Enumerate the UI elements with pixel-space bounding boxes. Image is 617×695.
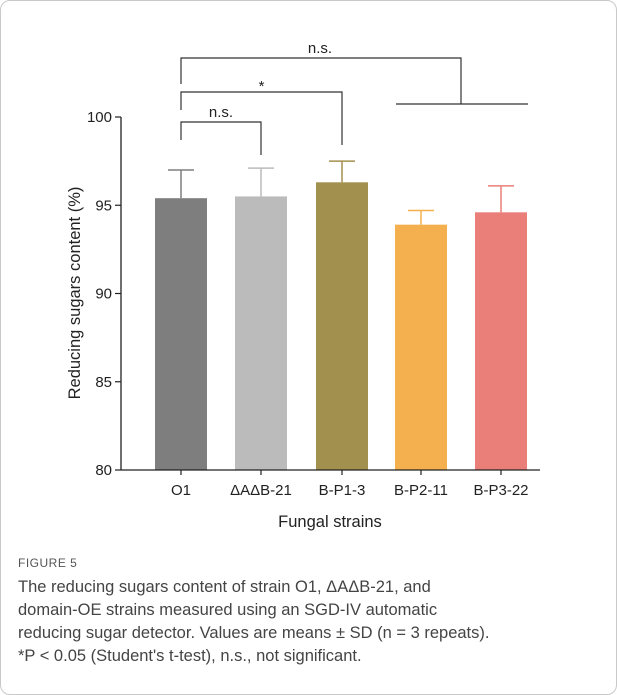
figure-caption: The reducing sugars content of strain O1… bbox=[18, 576, 598, 668]
y-tick-label: 95 bbox=[95, 197, 112, 214]
caption-line-4: *P < 0.05 (Student's t-test), n.s., not … bbox=[18, 647, 362, 665]
caption-line-2: domain-OE strains measured using an SGD-… bbox=[18, 601, 438, 619]
y-ticks-layer: 80 85 90 95 100 bbox=[87, 109, 121, 479]
x-tick-label-2: ΔAΔB-21 bbox=[230, 482, 292, 499]
bracket-label-3: n.s. bbox=[308, 40, 332, 57]
x-tick-label-5: B-P3-22 bbox=[473, 482, 528, 499]
bracket-o1-vs-daadb21 bbox=[180, 121, 262, 155]
bar-4 bbox=[395, 224, 447, 470]
significance-brackets-layer: n.s. * n.s. bbox=[180, 40, 528, 155]
bracket-label-2: * bbox=[259, 78, 265, 95]
bar-5 bbox=[475, 212, 527, 470]
error-bars-layer bbox=[168, 160, 514, 225]
bar-chart: 80 85 90 95 100 O1 ΔAΔB-21 B-P1-3 B-P2-11 B-P3-2… bbox=[66, 40, 540, 531]
y-axis-label: Reducing sugars content (%) bbox=[66, 187, 84, 400]
y-tick-label: 85 bbox=[95, 374, 112, 391]
bars-layer bbox=[155, 182, 527, 471]
x-tick-label-1: O1 bbox=[171, 482, 191, 499]
figure-label: FIGURE 5 bbox=[18, 556, 78, 570]
bracket-label-1: n.s. bbox=[209, 104, 233, 121]
x-axis-label: Fungal strains bbox=[278, 513, 382, 531]
bracket-o1-vs-bp13 bbox=[180, 91, 343, 145]
caption-line-3: reducing sugar detector. Values are mean… bbox=[18, 624, 490, 642]
caption-line-1: The reducing sugars content of strain O1… bbox=[18, 578, 431, 596]
bracket-o1-vs-group bbox=[180, 57, 462, 104]
y-tick-label: 90 bbox=[95, 286, 112, 303]
x-ticks-layer: O1 ΔAΔB-21 B-P1-3 B-P2-11 B-P3-22 bbox=[171, 470, 529, 499]
bar-1 bbox=[155, 198, 207, 470]
x-tick-label-4: B-P2-11 bbox=[394, 482, 448, 499]
bar-2 bbox=[235, 196, 287, 471]
x-tick-label-3: B-P1-3 bbox=[319, 482, 366, 499]
y-tick-label: 100 bbox=[87, 109, 112, 126]
bar-3 bbox=[316, 182, 368, 470]
y-tick-label: 80 bbox=[95, 462, 112, 479]
